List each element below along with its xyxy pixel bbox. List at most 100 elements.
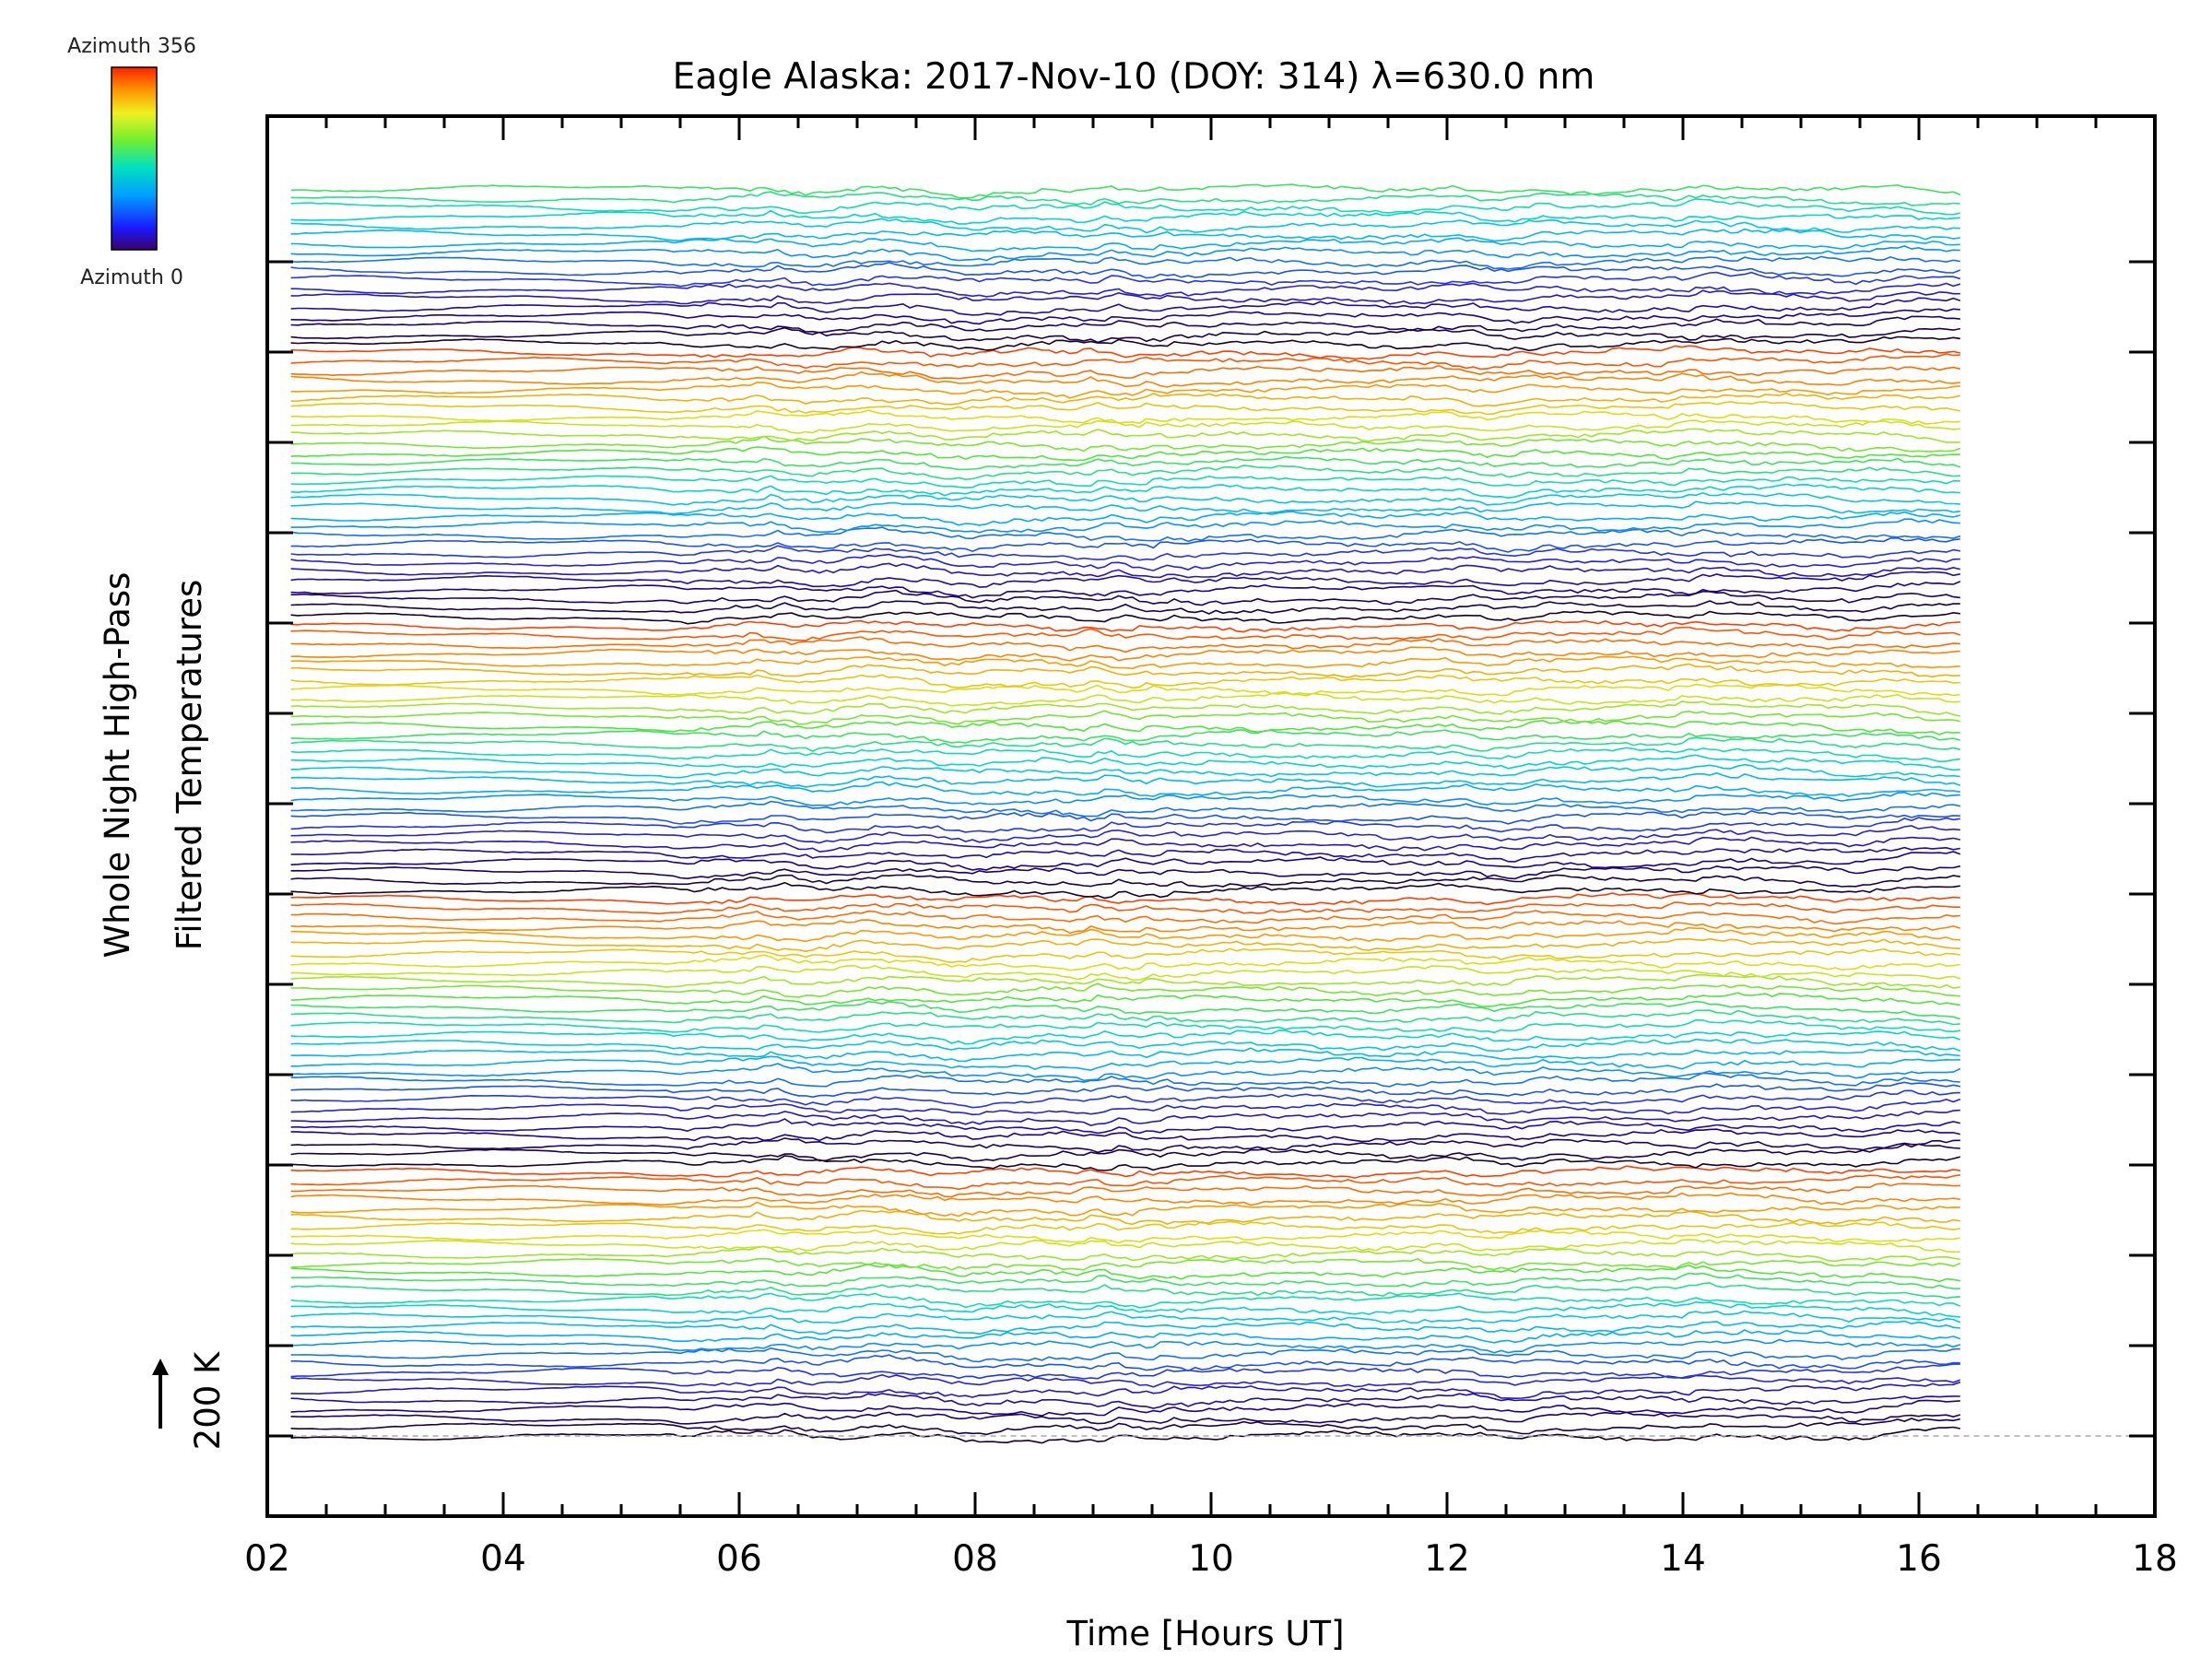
temperature-trace (290, 781, 1960, 797)
temperature-trace (290, 491, 1960, 506)
temperature-trace (290, 1000, 1961, 1020)
colorbar-gradient (111, 66, 158, 251)
temperature-trace (290, 1329, 1961, 1344)
temperature-trace (290, 674, 1960, 689)
temperature-trace (290, 1257, 1961, 1271)
scale-label: 200 K (188, 1350, 228, 1450)
temperature-trace (290, 851, 1961, 871)
temperature-trace (290, 947, 1960, 964)
temperature-trace (290, 1300, 1960, 1318)
temperature-trace (290, 710, 1960, 725)
temperature-trace (290, 1018, 1960, 1034)
temperature-trace (290, 1399, 1960, 1417)
temperature-trace (290, 964, 1961, 982)
temperature-trace (290, 237, 1960, 253)
temperature-trace (290, 771, 1961, 788)
temperature-trace (290, 1338, 1961, 1354)
temperature-trace (290, 655, 1960, 670)
temperature-trace (290, 1373, 1961, 1388)
temperature-trace (290, 1272, 1960, 1289)
temperature-trace (290, 1320, 1960, 1335)
temperature-trace (290, 791, 1960, 806)
temperature-trace (290, 626, 1961, 641)
x-tick-label: 06 (716, 1538, 762, 1580)
y-axis-label-line2: Filtered Temperatures (170, 580, 209, 950)
temperature-trace (290, 392, 1960, 407)
temperature-trace (290, 198, 1960, 216)
temperature-trace (290, 1081, 1960, 1099)
temperature-trace (290, 371, 1960, 388)
temperature-trace (290, 683, 1960, 697)
temperature-trace (290, 1229, 1960, 1244)
temperature-trace (290, 700, 1960, 717)
y-axis-ticks (267, 260, 2155, 1438)
chart-title: Eagle Alaska: 2017-Nov-10 (DOY: 314) λ=6… (673, 56, 1595, 98)
temperature-trace (290, 455, 1961, 471)
temperature-trace (290, 382, 1960, 399)
temperature-trace (290, 663, 1960, 678)
temperature-trace (290, 483, 1960, 500)
temperature-trace (290, 1347, 1960, 1363)
temperature-trace (290, 1292, 1961, 1309)
temperature-trace (290, 636, 1960, 653)
temperature-trace (290, 1263, 1960, 1283)
temperature-trace (290, 1201, 1960, 1218)
temperature-trace (290, 1137, 1960, 1154)
temperature-trace (290, 409, 1960, 425)
temperature-trace (290, 1128, 1960, 1143)
temperature-trace (290, 536, 1960, 553)
temperature-trace (290, 1245, 1960, 1263)
temperature-trace (290, 729, 1961, 744)
temperature-trace (290, 326, 1960, 344)
temperature-trace (290, 846, 1960, 863)
temperature-trace (290, 763, 1960, 779)
temperature-trace (290, 646, 1960, 662)
temperature-trace (290, 345, 1960, 360)
temperature-trace (290, 1038, 1961, 1053)
temperature-trace (290, 1220, 1960, 1235)
temperature-trace (290, 465, 1960, 481)
temperature-trace (290, 297, 1961, 316)
temperature-trace (290, 901, 1960, 915)
temperature-trace (290, 282, 1961, 298)
temperature-trace (290, 209, 1960, 225)
temperature-trace (290, 435, 1961, 453)
temperature-trace (290, 1393, 1960, 1409)
temperature-trace (290, 1282, 1960, 1300)
temperature-trace (290, 571, 1960, 588)
temperature-trace (290, 1354, 1960, 1372)
temperature-trace (290, 335, 1960, 352)
temperature-trace (290, 1411, 1961, 1425)
temperature-trace (290, 865, 1960, 880)
temperature-trace (290, 910, 1960, 925)
colorbar-top-label: Azimuth 356 (67, 35, 196, 58)
temperature-trace (290, 610, 1960, 625)
temperature-trace (290, 1009, 1960, 1026)
temperature-trace (290, 1118, 1960, 1135)
temperature-trace (290, 692, 1960, 707)
temperature-trace (290, 183, 1961, 199)
x-tick-label: 14 (1660, 1538, 1706, 1580)
temperature-trace (290, 836, 1960, 853)
temperature-trace (290, 1165, 1960, 1179)
colorbar-bottom-label: Azimuth 0 (80, 266, 183, 289)
trace-group (290, 183, 1961, 1444)
temperature-trace (290, 364, 1960, 380)
temperature-trace (290, 511, 1960, 526)
x-axis: 02 04 06 08 10 12 14 16 18 (244, 116, 2178, 1580)
temperature-trace (290, 1174, 1960, 1191)
temperature-trace (290, 926, 1960, 943)
temperature-trace (290, 553, 1960, 571)
temperature-trace (290, 600, 1960, 615)
x-tick-label: 04 (480, 1538, 526, 1580)
x-tick-label: 08 (952, 1538, 998, 1580)
temperature-trace (290, 892, 1960, 906)
temperature-trace (290, 1363, 1960, 1380)
temperature-trace (290, 255, 1960, 270)
temperature-trace (290, 581, 1961, 599)
temperature-trace (290, 1089, 1960, 1109)
temperature-trace (290, 1047, 1960, 1063)
x-tick-label: 10 (1188, 1538, 1234, 1580)
temperature-trace (290, 881, 1960, 900)
temperature-trace (290, 1155, 1961, 1171)
